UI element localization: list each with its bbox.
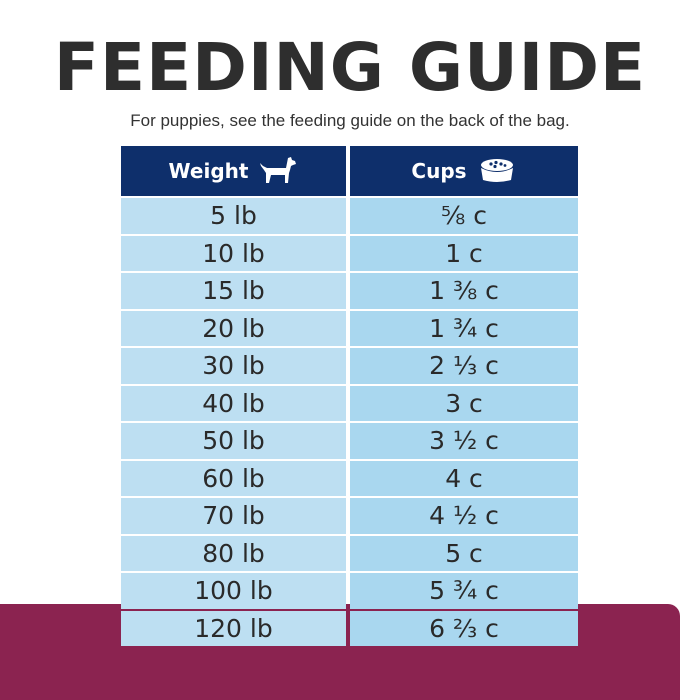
table-row: 120 lb 6 ⅔ c	[121, 610, 578, 646]
table-row: 30 lb 2 ⅓ c	[121, 348, 578, 384]
cups-cell: 1 ¾ c	[350, 310, 578, 346]
weight-cell: 120 lb	[121, 610, 346, 646]
weight-column-header: Weight	[121, 146, 346, 196]
weight-cell: 30 lb	[121, 348, 346, 384]
cups-cell: 5 ¾ c	[350, 573, 578, 609]
table-row: 60 lb 4 c	[121, 460, 578, 496]
weight-cell: 60 lb	[121, 460, 346, 496]
table-row: 40 lb 3 c	[121, 385, 578, 421]
dog-icon	[260, 157, 297, 183]
cups-cell: 4 c	[350, 460, 578, 496]
cups-cell: 5 c	[350, 535, 578, 571]
weight-cell: 100 lb	[121, 573, 346, 609]
table-row: 5 lb ⅝ c	[121, 198, 578, 234]
weight-cell: 40 lb	[121, 385, 346, 421]
page-title: FEEDING GUIDE	[53, 29, 647, 106]
food-bowl-icon	[480, 159, 513, 182]
cups-cell: 4 ½ c	[350, 498, 578, 534]
weight-cell: 70 lb	[121, 498, 346, 534]
weight-cell: 10 lb	[121, 235, 346, 271]
table-header: Weight Cups	[121, 146, 578, 196]
page-subtitle: For puppies, see the feeding guide on th…	[130, 111, 570, 130]
table-row: 80 lb 5 c	[121, 535, 578, 571]
weight-cell: 50 lb	[121, 423, 346, 459]
cups-cell: 1 c	[350, 235, 578, 271]
cups-cell: 3 ½ c	[350, 423, 578, 459]
table-row: 70 lb 4 ½ c	[121, 498, 578, 534]
weight-cell: 5 lb	[121, 198, 346, 234]
weight-cell: 15 lb	[121, 273, 346, 309]
table-row: 20 lb 1 ¾ c	[121, 310, 578, 346]
cups-cell: 2 ⅓ c	[350, 348, 578, 384]
weight-cell: 20 lb	[121, 310, 346, 346]
cups-column-header: Cups	[350, 146, 578, 196]
cups-cell: ⅝ c	[350, 198, 578, 234]
weight-header-label: Weight	[168, 159, 249, 183]
table-body: 5 lb ⅝ c 10 lb 1 c 15 lb 1 ⅜ c 20 lb 1 ¾ c 30 lb…	[121, 198, 578, 646]
cups-cell: 1 ⅜ c	[350, 273, 578, 309]
cups-cell: 6 ⅔ c	[350, 610, 578, 646]
cups-header-label: Cups	[411, 159, 467, 183]
table-row: 10 lb 1 c	[121, 235, 578, 271]
weight-cell: 80 lb	[121, 535, 346, 571]
feeding-table: Weight Cups 5 lb ⅝ c 10 lb 1 c 15 lb 1 ⅜ c 20 …	[121, 146, 578, 648]
cups-cell: 3 c	[350, 385, 578, 421]
table-row: 15 lb 1 ⅜ c	[121, 273, 578, 309]
table-row: 50 lb 3 ½ c	[121, 423, 578, 459]
table-row: 100 lb 5 ¾ c	[121, 573, 578, 609]
